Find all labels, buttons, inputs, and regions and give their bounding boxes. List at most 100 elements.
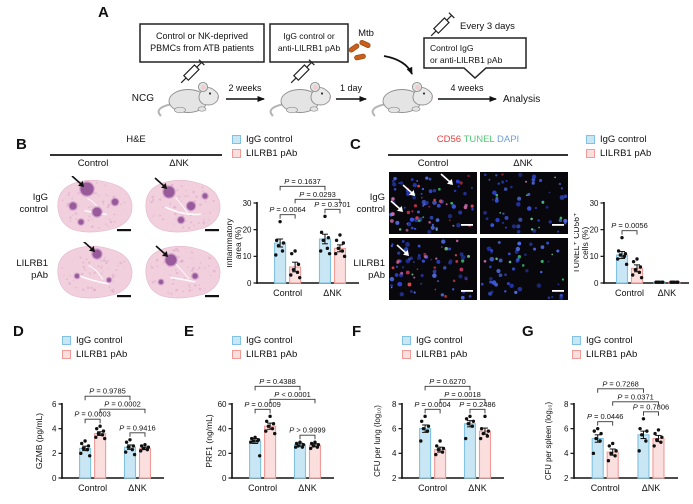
svg-text:60: 60	[218, 400, 227, 409]
data-point	[79, 451, 83, 456]
data-point	[614, 449, 618, 453]
data-point	[606, 459, 611, 463]
data-point	[293, 249, 297, 253]
data-point	[641, 417, 646, 421]
if-image-igg-control-control	[389, 172, 477, 234]
data-point	[591, 451, 596, 456]
data-point	[323, 214, 327, 219]
legend-igg-control-swatch	[586, 134, 595, 144]
data-point	[315, 445, 320, 449]
data-point	[265, 419, 269, 423]
legend-igg-control-swatch	[232, 335, 241, 345]
data-point	[645, 429, 649, 433]
mtb-bacteria-icon	[347, 39, 372, 61]
data-point	[123, 450, 128, 454]
p-value-bracket: P = 0.9785	[84, 387, 131, 401]
he-row-lilrb1: LILRB1 pAb	[16, 258, 48, 281]
data-point	[435, 444, 439, 448]
p-value-bracket: P = 0.0002	[99, 400, 146, 414]
data-point	[618, 253, 622, 257]
data-point	[290, 251, 294, 256]
y-axis-label: Inflammatory	[227, 218, 234, 268]
svg-text:40: 40	[218, 424, 227, 433]
arrow3-label: 4 weeks	[450, 83, 484, 93]
bar-0	[274, 242, 287, 284]
ncg-label: NCG	[132, 93, 154, 104]
chart-g-plot: 2 4 6 8 CFU per spleen (log₁₀) Control ΔNK P = …	[544, 379, 678, 493]
panel-e-label: E	[184, 323, 195, 340]
data-point	[298, 440, 302, 444]
svg-text:10: 10	[243, 252, 252, 261]
data-point	[81, 446, 86, 451]
data-point	[264, 429, 268, 433]
data-point	[653, 431, 657, 436]
legend-igg-control-swatch	[402, 335, 411, 345]
he-image-igg-control-control	[53, 176, 137, 236]
data-point	[640, 433, 644, 437]
data-point	[268, 414, 272, 419]
svg-text:0: 0	[247, 279, 252, 288]
data-point	[440, 450, 445, 454]
svg-text:P = 0.6270: P = 0.6270	[429, 377, 466, 386]
legend-lilrb1-pab: LILRB1 pAb	[232, 147, 363, 159]
legend-lilrb1-pab-swatch	[232, 349, 241, 359]
syringe-icon	[427, 12, 455, 40]
callout-line2: or anti-LILRB1 pAb	[430, 55, 503, 65]
data-point	[616, 257, 620, 261]
data-point	[131, 444, 136, 448]
mouse-icon	[371, 81, 434, 117]
data-point	[270, 426, 275, 431]
pbmc-box-line1: Control or NK-deprived	[156, 31, 248, 41]
data-point	[671, 280, 675, 284]
data-point	[468, 414, 472, 419]
data-point	[637, 449, 641, 453]
data-point	[276, 243, 281, 248]
p-value-bracket: P = 0.0371	[612, 392, 659, 406]
data-point	[266, 424, 271, 428]
data-point	[143, 443, 147, 447]
cd56-label: CD56	[436, 134, 462, 145]
data-point	[441, 446, 446, 451]
data-point	[599, 431, 603, 436]
data-point	[660, 280, 664, 284]
data-point	[485, 434, 490, 438]
x-category-label: Control	[273, 288, 302, 298]
data-point	[258, 454, 262, 458]
legend-igg-control: IgG control	[572, 334, 686, 346]
data-point	[419, 439, 423, 443]
svg-text:2: 2	[392, 474, 397, 483]
legend-igg-control: IgG control	[232, 133, 363, 145]
chart-f-plot: 2 4 6 8 CFU per lung (log₁₀) Control ΔNK P = 0.…	[373, 377, 504, 493]
data-point	[420, 419, 424, 423]
x-category-label: Control	[591, 483, 620, 493]
data-point	[609, 451, 613, 456]
y-axis-label: cells (%)	[580, 227, 590, 260]
panel-d-label: D	[13, 323, 24, 340]
if-image-lilrb1-dnk	[480, 238, 568, 300]
data-point	[598, 439, 602, 443]
legend-lilrb1-pab: LILRB1 pAb	[232, 348, 340, 360]
data-point	[421, 426, 426, 431]
data-point	[95, 426, 99, 431]
data-point	[86, 444, 91, 448]
data-point	[296, 444, 300, 448]
data-point	[341, 241, 346, 245]
pbmc-box	[139, 23, 265, 63]
bar-1	[94, 433, 107, 479]
legend-igg-control: IgG control	[402, 334, 510, 346]
mtb-arrow	[383, 55, 413, 75]
data-point	[98, 424, 102, 428]
svg-text:0: 0	[594, 279, 599, 288]
legend-lilrb1-pab-swatch	[572, 349, 581, 359]
if-col-control: Control	[417, 158, 449, 169]
every-3-days-label: Every 3 days	[460, 21, 515, 32]
svg-text:P = 0.0018: P = 0.0018	[444, 390, 481, 399]
data-point	[620, 235, 624, 240]
svg-text:P = 0.0003: P = 0.0003	[74, 410, 111, 419]
chart-b-plot: 0 10 20 30 Inflammatory area (%) Control ΔNK P =…	[224, 177, 359, 298]
he-title: H&E	[126, 134, 146, 145]
dapi-label: DAPI	[497, 134, 520, 145]
data-point	[483, 414, 487, 419]
svg-text:P = 0.9416: P = 0.9416	[119, 423, 156, 432]
